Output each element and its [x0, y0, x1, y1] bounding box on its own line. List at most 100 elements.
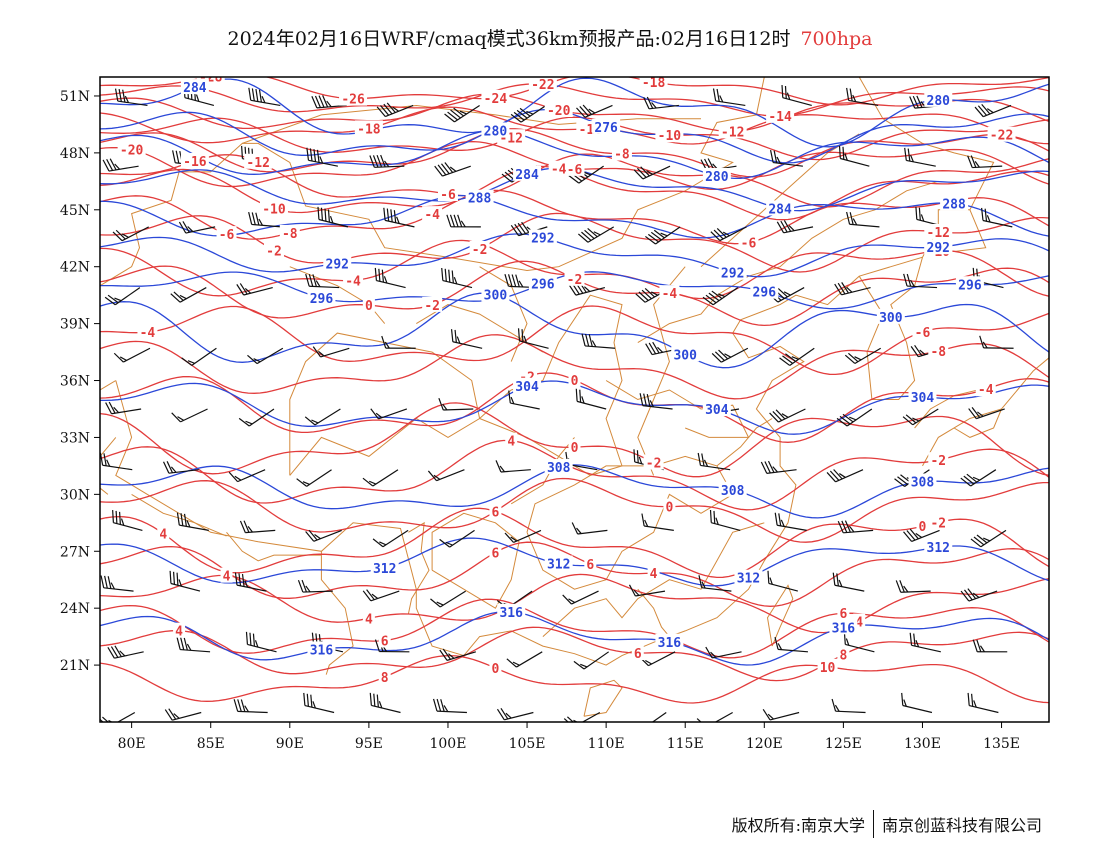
boundary-line [858, 257, 923, 400]
lat-tick-label: 33N [60, 430, 90, 446]
temperature-label: 6 [381, 634, 389, 649]
wind-barb [245, 631, 277, 653]
height-isoline [100, 464, 1049, 519]
height-label-bg [955, 276, 984, 292]
wind-barb [100, 452, 133, 471]
temperature-label-bg [987, 126, 1016, 142]
wind-barb [432, 698, 467, 714]
height-label-bg [544, 555, 573, 571]
wind-barb [581, 333, 616, 349]
temperature-label-bg [837, 605, 850, 621]
temperature-label-bg [817, 658, 838, 674]
wind-barb [107, 645, 144, 659]
lat-tick-label: 27N [60, 544, 90, 560]
height-label-bg [734, 569, 763, 585]
wind-barb [171, 408, 208, 423]
boundary-line [242, 104, 701, 144]
lon-tick-label: 110E [588, 736, 625, 752]
height-label-bg [924, 539, 953, 555]
temperature-label-bg [647, 565, 660, 581]
wind-barb [846, 87, 879, 107]
height-isoline [100, 108, 1049, 164]
wind-barb [362, 589, 400, 602]
temperature-isoline [100, 573, 1049, 634]
wind-barb [438, 397, 474, 411]
wind-barb [102, 158, 139, 172]
lon-tick-label: 120E [746, 736, 783, 752]
boundary-line [637, 266, 686, 476]
temperature-isoline [100, 212, 1049, 273]
wind-barb [981, 207, 1013, 228]
boundary-line [131, 493, 227, 537]
wind-barb [369, 692, 401, 714]
height-isoline [100, 537, 1049, 587]
lat-tick-label: 42N [60, 260, 90, 276]
temperature-label: 8 [381, 671, 389, 686]
wind-barb [510, 104, 547, 123]
height-label: 300 [484, 289, 508, 304]
temperature-label: -4 [662, 287, 678, 302]
wind-barb [779, 347, 815, 366]
wind-barb [895, 580, 931, 593]
boundary-line [583, 679, 623, 717]
temperature-label: 4 [365, 612, 373, 627]
temperature-label-bg [655, 127, 684, 143]
height-label-bg [528, 275, 557, 291]
wind-barb [967, 692, 999, 714]
temperature-label: -4 [424, 208, 440, 223]
wind-barb [836, 408, 873, 427]
boundary-line [226, 531, 322, 562]
height-label: 300 [673, 348, 697, 363]
boundary-line [431, 512, 520, 609]
temperature-label: 0 [492, 662, 500, 677]
temperature-label: -8 [614, 148, 630, 163]
temperature-label: 0 [571, 374, 579, 389]
height-label: 304 [911, 391, 935, 406]
temperature-label-bg [659, 285, 680, 301]
temperature-label-bg [928, 342, 949, 358]
height-label: 280 [927, 94, 951, 109]
wind-barb [903, 273, 938, 289]
temperature-isoline [100, 334, 1049, 400]
height-label-bg [592, 118, 621, 134]
height-label-bg [702, 167, 731, 183]
temperature-label-bg [611, 145, 632, 161]
wind-barb [239, 520, 276, 534]
boundary-line [542, 522, 765, 637]
temperature-isoline [100, 83, 1049, 117]
wind-barb [902, 408, 939, 426]
height-label: 312 [927, 541, 950, 556]
temperature-label-bg [489, 503, 502, 519]
temperature-label: 0 [365, 299, 373, 314]
wind-barb [444, 104, 480, 123]
height-label: 308 [721, 484, 745, 499]
height-label: 304 [515, 380, 539, 395]
temperature-label-bg [489, 544, 502, 560]
credit-company: 南京创蓝科技有限公司 [881, 816, 1042, 835]
wind-barb [712, 88, 746, 107]
lat-tick-label: 36N [60, 374, 90, 390]
wind-barb [844, 347, 882, 364]
boundary-line [100, 437, 117, 495]
temperature-label-bg [564, 270, 585, 286]
lon-tick-label: 130E [904, 736, 941, 752]
height-label: 284 [183, 81, 207, 96]
height-label: 292 [531, 231, 554, 246]
wind-barb [832, 572, 865, 592]
temperature-label: -2 [424, 299, 440, 314]
temperature-label: -18 [357, 122, 381, 137]
wind-barb [236, 283, 273, 296]
temperature-label: -2 [930, 516, 946, 531]
height-label-bg [766, 200, 795, 216]
lon-tick-label: 135E [983, 736, 1020, 752]
height-label-bg [465, 189, 494, 205]
wind-barb [903, 528, 940, 543]
temperature-isoline [100, 541, 1049, 607]
temperature-label-bg [639, 77, 668, 89]
temperature-label: -2 [930, 454, 946, 469]
temperature-label-bg [631, 645, 644, 661]
temperature-label: 6 [586, 558, 594, 573]
temperature-label-bg [912, 323, 933, 339]
height-label: 296 [958, 278, 982, 293]
